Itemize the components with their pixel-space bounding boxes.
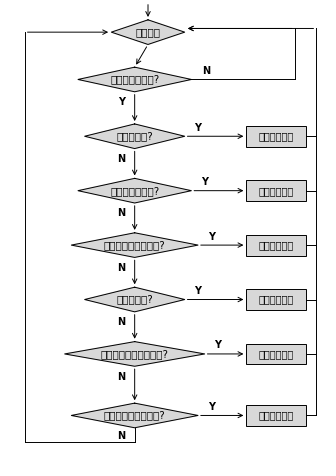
Text: 有乘客无票闯入?: 有乘客无票闯入? (110, 186, 159, 196)
Text: Y: Y (208, 402, 215, 412)
Text: 置相应标志位: 置相应标志位 (259, 240, 294, 250)
Polygon shape (71, 233, 198, 258)
Text: 乘客为儿童?: 乘客为儿童? (116, 295, 153, 305)
FancyBboxPatch shape (246, 289, 306, 310)
Text: Y: Y (214, 340, 221, 350)
Text: Y: Y (195, 286, 202, 296)
FancyBboxPatch shape (246, 235, 306, 256)
Text: N: N (117, 372, 125, 382)
Polygon shape (85, 124, 185, 149)
Text: N: N (117, 263, 125, 273)
Text: N: N (117, 154, 125, 164)
Polygon shape (71, 403, 198, 428)
FancyBboxPatch shape (246, 126, 306, 147)
Polygon shape (65, 342, 205, 366)
Polygon shape (78, 178, 191, 203)
Text: 乘客长时间滞留安全区?: 乘客长时间滞留安全区? (101, 349, 169, 359)
Text: 置相应标志位: 置相应标志位 (259, 186, 294, 196)
Text: N: N (117, 431, 125, 441)
FancyBboxPatch shape (246, 405, 306, 426)
Polygon shape (111, 20, 185, 44)
Text: N: N (117, 208, 125, 218)
FancyBboxPatch shape (246, 180, 306, 201)
Polygon shape (85, 287, 185, 312)
Text: 置相应标志位: 置相应标志位 (259, 131, 294, 141)
Polygon shape (78, 67, 191, 92)
Text: Y: Y (118, 97, 125, 107)
Text: 开始检测: 开始检测 (135, 27, 161, 37)
Text: Y: Y (208, 232, 215, 242)
Text: 置相应标志位: 置相应标志位 (259, 295, 294, 305)
Text: 置相应标志位: 置相应标志位 (259, 410, 294, 420)
Text: Y: Y (201, 177, 208, 187)
Text: 有乘客尾随?: 有乘客尾随? (116, 131, 153, 141)
Text: N: N (202, 66, 210, 76)
Text: 有乘客在反力向闯入?: 有乘客在反力向闯入? (104, 240, 166, 250)
Text: 置相应标志位: 置相应标志位 (259, 349, 294, 359)
Text: N: N (117, 317, 125, 327)
Text: 乘客已经通过安全区?: 乘客已经通过安全区? (104, 410, 166, 420)
FancyBboxPatch shape (246, 344, 306, 364)
Text: 闸机在正常模式?: 闸机在正常模式? (110, 74, 159, 84)
Text: Y: Y (195, 123, 202, 133)
